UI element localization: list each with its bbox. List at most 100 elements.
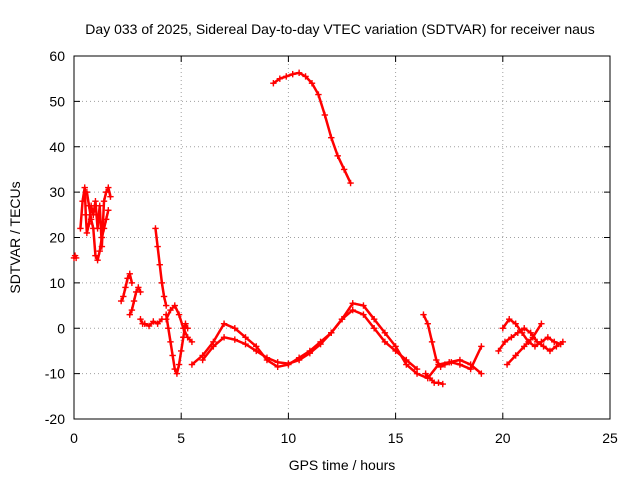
data-point — [77, 225, 84, 232]
data-point — [308, 80, 316, 87]
data-point — [130, 297, 138, 305]
data-point — [96, 247, 103, 255]
data-point — [102, 188, 110, 196]
data-point — [128, 279, 136, 287]
data-point — [508, 334, 515, 341]
data-point — [270, 80, 277, 87]
data-point — [154, 320, 161, 327]
data-point — [360, 302, 367, 309]
data-point — [433, 356, 440, 364]
y-tick-label: -10 — [45, 366, 65, 382]
data-point — [178, 347, 185, 355]
x-tick-label: 5 — [177, 430, 185, 446]
series-segment-3-4h — [137, 315, 166, 330]
data-point — [289, 70, 296, 78]
data-point — [506, 315, 513, 323]
data-point — [370, 315, 378, 323]
data-point — [467, 365, 474, 373]
y-tick-label: 30 — [49, 184, 65, 200]
data-point — [100, 225, 108, 232]
data-point — [87, 216, 95, 223]
data-point — [295, 69, 303, 76]
data-point — [529, 334, 537, 341]
data-point — [518, 329, 526, 336]
series-band-20h-c — [503, 320, 545, 368]
x-tick-label: 25 — [602, 430, 618, 446]
data-point — [478, 370, 485, 377]
data-point — [544, 334, 552, 341]
series-line — [422, 313, 483, 371]
data-point — [441, 361, 449, 368]
data-point — [521, 325, 528, 332]
data-point — [126, 270, 133, 277]
series-segment-2.6-3.1h — [126, 284, 144, 318]
series-main-band-b — [199, 306, 421, 373]
data-point — [321, 111, 329, 119]
data-point — [403, 356, 410, 364]
data-point — [188, 338, 196, 346]
data-point — [347, 179, 354, 187]
data-point — [120, 293, 127, 300]
y-tick-label: 50 — [49, 93, 65, 109]
y-tick-label: 40 — [49, 139, 65, 155]
data-point — [538, 338, 545, 346]
data-point — [171, 302, 178, 309]
data-point — [117, 297, 125, 305]
data-point — [503, 361, 511, 368]
data-point — [165, 325, 172, 332]
series-band-16h-low — [422, 370, 446, 388]
data-point — [156, 261, 163, 268]
data-point — [499, 325, 506, 332]
data-point — [184, 334, 191, 341]
series-start — [70, 252, 80, 262]
y-tick-label: 10 — [49, 275, 65, 291]
data-point — [306, 350, 314, 357]
data-point — [437, 363, 444, 371]
data-point — [85, 202, 93, 209]
data-point — [171, 365, 178, 373]
data-point — [426, 374, 434, 382]
data-point — [315, 91, 322, 98]
data-point — [242, 334, 249, 341]
data-point — [422, 370, 429, 377]
data-point — [360, 311, 367, 318]
data-point — [334, 152, 341, 160]
data-point — [167, 306, 174, 314]
data-point — [96, 202, 103, 209]
data-point — [145, 322, 153, 330]
data-point — [180, 325, 187, 332]
axis-ticks: 0 5 10 15 20 25 -20 -10 0 10 20 30 40 50 60 — [45, 48, 618, 446]
x-tick-label: 10 — [281, 430, 297, 446]
data-point — [107, 193, 114, 200]
x-axis-label: GPS time / hours — [289, 457, 396, 473]
data-point — [83, 229, 91, 237]
data-point — [135, 284, 142, 291]
data-point — [295, 356, 303, 364]
data-point — [317, 340, 324, 348]
data-point — [137, 315, 144, 323]
data-point — [169, 352, 176, 359]
data-point — [527, 329, 534, 336]
data-point — [302, 73, 309, 80]
data-point — [175, 311, 183, 318]
data-point — [428, 338, 436, 346]
grid — [74, 56, 610, 419]
data-point — [538, 320, 545, 327]
data-point — [102, 216, 110, 223]
data-point — [72, 254, 80, 262]
data-point — [158, 279, 166, 287]
data-point — [557, 340, 564, 348]
data-point — [276, 75, 284, 82]
data-point — [420, 311, 427, 318]
data-point — [122, 284, 129, 291]
data-point — [448, 359, 455, 366]
data-point — [199, 356, 206, 364]
data-point — [381, 329, 389, 336]
data-point — [231, 325, 238, 332]
series-drop-4-5h — [162, 311, 191, 377]
data-point — [154, 243, 161, 250]
data-point — [521, 343, 528, 350]
x-tick-label: 0 — [70, 430, 78, 446]
series-spike-4h — [152, 225, 170, 309]
data-point — [392, 347, 399, 355]
